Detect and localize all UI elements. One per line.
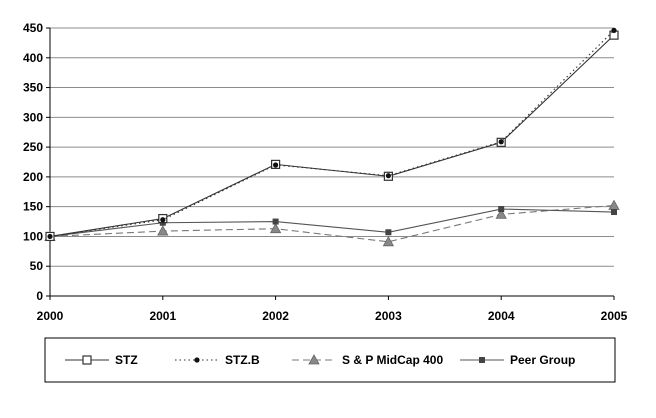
y-axis-tick-labels: 0 50 100 150 200 250 300 350 400 450 xyxy=(23,21,50,303)
y-tick-label: 50 xyxy=(30,259,44,273)
data-point xyxy=(382,235,395,247)
y-tick-label: 400 xyxy=(23,51,43,65)
data-point xyxy=(272,218,279,225)
series-stz-b xyxy=(47,27,617,240)
legend-swatch-marker xyxy=(308,354,320,365)
y-tick-label: 100 xyxy=(23,229,43,243)
y-tick-label: 200 xyxy=(23,170,43,184)
series-line xyxy=(49,29,615,237)
data-point xyxy=(498,139,504,145)
data-point xyxy=(611,209,617,216)
legend-item: STZ xyxy=(65,353,138,367)
x-tick-label: 2001 xyxy=(149,309,176,323)
series-line xyxy=(49,204,615,243)
data-point xyxy=(385,173,391,179)
legend-item: S & P MidCap 400 xyxy=(292,353,443,367)
legend-label: STZ xyxy=(115,353,138,367)
legend-item: Peer Group xyxy=(460,353,575,367)
legend-swatch-marker xyxy=(479,357,485,363)
data-point xyxy=(611,27,617,33)
legend-label: STZ.B xyxy=(225,353,260,367)
legend-label: S & P MidCap 400 xyxy=(342,353,443,367)
series-group xyxy=(44,27,620,247)
legend: STZ STZ.B S & P MidCap 400 Peer Group xyxy=(44,337,616,383)
x-tick-label: 2002 xyxy=(262,309,289,323)
legend-swatch-marker xyxy=(194,357,200,363)
y-tick-label: 0 xyxy=(36,289,43,303)
y-tick-label: 450 xyxy=(23,21,43,35)
series-stz xyxy=(45,30,619,242)
series-line xyxy=(49,208,615,237)
x-tick-label: 2005 xyxy=(601,309,628,323)
data-point xyxy=(157,225,169,236)
data-point xyxy=(47,233,53,240)
data-point xyxy=(608,199,620,210)
x-tick-label: 2004 xyxy=(488,309,515,323)
x-tick-label: 2003 xyxy=(375,309,402,323)
x-axis-tick-labels: 2000 2001 2002 2003 2004 2005 xyxy=(37,296,628,323)
grid-lines xyxy=(50,27,614,267)
series-line xyxy=(49,34,615,237)
data-point xyxy=(269,222,282,234)
y-tick-label: 250 xyxy=(23,140,43,154)
data-point xyxy=(160,217,166,223)
legend-label: Peer Group xyxy=(510,353,575,367)
data-point xyxy=(495,208,507,219)
x-tick-label: 2000 xyxy=(37,309,64,323)
y-tick-label: 350 xyxy=(23,81,43,95)
data-point xyxy=(273,162,279,168)
y-tick-label: 300 xyxy=(23,110,43,124)
data-point xyxy=(385,229,392,236)
legend-item: STZ.B xyxy=(175,353,260,367)
data-point xyxy=(498,206,505,213)
series-peer-group xyxy=(47,206,617,240)
y-tick-label: 150 xyxy=(23,200,43,214)
legend-swatch-marker xyxy=(82,355,92,365)
